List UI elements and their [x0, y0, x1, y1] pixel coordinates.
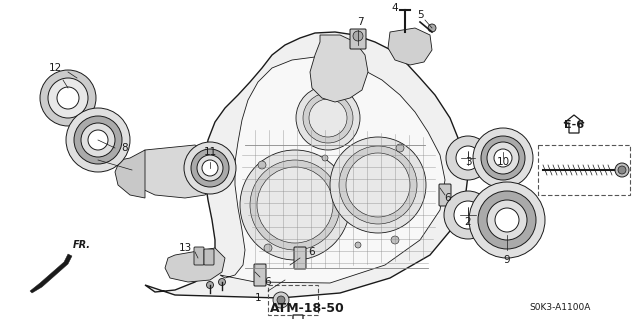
- Circle shape: [81, 123, 115, 157]
- Circle shape: [218, 278, 225, 286]
- Circle shape: [240, 150, 350, 260]
- Text: 6: 6: [265, 277, 271, 287]
- Polygon shape: [288, 315, 308, 319]
- Circle shape: [487, 200, 527, 240]
- Polygon shape: [115, 150, 145, 198]
- Text: 13: 13: [179, 243, 191, 253]
- Circle shape: [391, 236, 399, 244]
- Circle shape: [309, 99, 347, 137]
- Polygon shape: [165, 248, 225, 282]
- Circle shape: [478, 191, 536, 249]
- Polygon shape: [30, 254, 72, 293]
- Circle shape: [487, 142, 519, 174]
- Circle shape: [339, 146, 417, 224]
- Text: 2: 2: [465, 217, 471, 227]
- Circle shape: [184, 142, 236, 194]
- Text: ATM-18-50: ATM-18-50: [269, 302, 344, 315]
- Circle shape: [469, 182, 545, 258]
- Circle shape: [322, 155, 328, 161]
- Circle shape: [250, 160, 340, 250]
- Text: 5: 5: [417, 10, 423, 20]
- Circle shape: [454, 201, 482, 229]
- Circle shape: [48, 78, 88, 118]
- Circle shape: [264, 244, 272, 252]
- Circle shape: [303, 93, 353, 143]
- Circle shape: [446, 136, 490, 180]
- Circle shape: [495, 208, 519, 232]
- Text: FR.: FR.: [73, 240, 91, 250]
- Text: 11: 11: [204, 147, 216, 157]
- Circle shape: [258, 161, 266, 169]
- Text: 6: 6: [445, 193, 451, 203]
- Polygon shape: [135, 145, 220, 198]
- Text: 10: 10: [497, 157, 509, 167]
- Circle shape: [355, 242, 361, 248]
- Text: 6: 6: [308, 247, 316, 257]
- Circle shape: [277, 296, 285, 304]
- FancyBboxPatch shape: [204, 249, 214, 265]
- Circle shape: [346, 153, 410, 217]
- Circle shape: [396, 144, 404, 152]
- FancyBboxPatch shape: [254, 264, 266, 286]
- Circle shape: [207, 281, 214, 288]
- Circle shape: [57, 87, 79, 109]
- Circle shape: [428, 24, 436, 32]
- Circle shape: [202, 160, 218, 176]
- Text: 7: 7: [356, 17, 364, 27]
- Polygon shape: [564, 115, 584, 133]
- Text: 3: 3: [465, 157, 471, 167]
- Circle shape: [353, 31, 363, 41]
- Text: 4: 4: [392, 3, 398, 13]
- Text: E-6: E-6: [564, 120, 584, 130]
- Circle shape: [481, 136, 525, 180]
- Circle shape: [74, 116, 122, 164]
- Text: 1: 1: [255, 293, 261, 303]
- Text: S0K3-A1100A: S0K3-A1100A: [529, 303, 591, 312]
- Circle shape: [88, 130, 108, 150]
- Circle shape: [296, 86, 360, 150]
- Circle shape: [257, 167, 333, 243]
- Polygon shape: [145, 32, 468, 298]
- Circle shape: [197, 155, 223, 181]
- Circle shape: [615, 163, 629, 177]
- Circle shape: [618, 166, 626, 174]
- FancyBboxPatch shape: [350, 29, 366, 49]
- Circle shape: [494, 149, 512, 167]
- FancyBboxPatch shape: [194, 247, 204, 265]
- Circle shape: [191, 149, 229, 187]
- Circle shape: [66, 108, 130, 172]
- Polygon shape: [220, 57, 445, 283]
- Circle shape: [456, 146, 480, 170]
- Text: 8: 8: [122, 143, 128, 153]
- Polygon shape: [388, 28, 432, 65]
- FancyBboxPatch shape: [294, 247, 306, 269]
- Circle shape: [40, 70, 96, 126]
- Circle shape: [473, 128, 533, 188]
- Circle shape: [330, 137, 426, 233]
- Polygon shape: [310, 35, 368, 102]
- Circle shape: [273, 292, 289, 308]
- FancyBboxPatch shape: [439, 184, 451, 206]
- Circle shape: [444, 191, 492, 239]
- Text: 9: 9: [504, 255, 510, 265]
- Text: 12: 12: [49, 63, 61, 73]
